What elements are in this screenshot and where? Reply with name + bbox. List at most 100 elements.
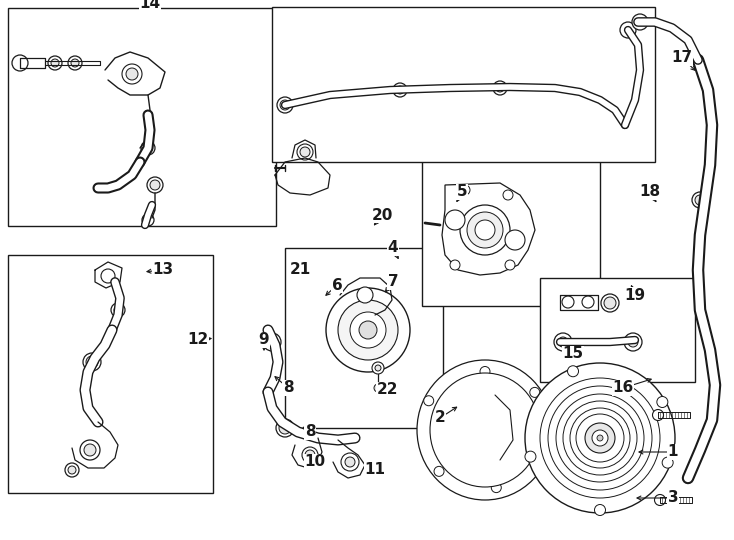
- Text: 21: 21: [289, 262, 310, 278]
- Bar: [8, 8, 276, 226]
- Ellipse shape: [548, 386, 652, 490]
- Bar: [8, 255, 213, 493]
- Circle shape: [345, 457, 355, 467]
- Ellipse shape: [585, 423, 615, 453]
- Circle shape: [280, 100, 290, 110]
- Circle shape: [662, 457, 673, 468]
- Circle shape: [530, 387, 539, 397]
- Circle shape: [86, 356, 98, 368]
- Text: 4: 4: [388, 240, 399, 255]
- Circle shape: [628, 337, 638, 347]
- Circle shape: [655, 495, 666, 505]
- Circle shape: [276, 419, 294, 437]
- Circle shape: [71, 59, 79, 67]
- Text: 10: 10: [305, 455, 326, 469]
- Circle shape: [562, 296, 574, 308]
- Circle shape: [263, 333, 281, 351]
- Ellipse shape: [540, 378, 660, 498]
- Circle shape: [150, 180, 160, 190]
- Ellipse shape: [576, 414, 624, 462]
- Circle shape: [695, 195, 705, 205]
- Circle shape: [475, 220, 495, 240]
- Text: 18: 18: [639, 185, 661, 199]
- Circle shape: [80, 440, 100, 460]
- Circle shape: [142, 214, 154, 226]
- Ellipse shape: [417, 360, 553, 500]
- Circle shape: [51, 59, 59, 67]
- Ellipse shape: [350, 312, 386, 348]
- Circle shape: [604, 297, 616, 309]
- Circle shape: [84, 444, 96, 456]
- Circle shape: [558, 337, 568, 347]
- Circle shape: [111, 303, 125, 317]
- Circle shape: [68, 56, 82, 70]
- Text: 6: 6: [332, 278, 342, 293]
- Text: 15: 15: [562, 347, 584, 361]
- Circle shape: [597, 435, 603, 441]
- Circle shape: [396, 86, 404, 94]
- Circle shape: [141, 141, 155, 155]
- Circle shape: [467, 212, 503, 248]
- Circle shape: [632, 14, 648, 30]
- Text: 22: 22: [377, 382, 399, 397]
- Circle shape: [302, 447, 318, 463]
- Circle shape: [582, 296, 594, 308]
- Circle shape: [496, 84, 504, 92]
- Circle shape: [341, 453, 359, 471]
- Circle shape: [653, 409, 664, 421]
- Circle shape: [460, 185, 470, 195]
- Circle shape: [375, 365, 381, 371]
- Circle shape: [68, 466, 76, 474]
- Circle shape: [567, 366, 578, 377]
- Circle shape: [12, 55, 28, 71]
- Circle shape: [480, 367, 490, 376]
- Text: 13: 13: [153, 262, 173, 278]
- Circle shape: [424, 396, 434, 406]
- Ellipse shape: [338, 300, 398, 360]
- Text: 9: 9: [258, 333, 269, 348]
- Circle shape: [305, 450, 315, 460]
- Ellipse shape: [570, 408, 630, 468]
- Ellipse shape: [430, 373, 540, 487]
- Text: 1: 1: [668, 444, 678, 460]
- Circle shape: [297, 144, 313, 160]
- Bar: [540, 278, 695, 382]
- Text: 8: 8: [305, 424, 316, 440]
- Circle shape: [595, 504, 606, 516]
- Circle shape: [122, 64, 142, 84]
- Circle shape: [537, 454, 546, 464]
- Text: 20: 20: [371, 207, 393, 222]
- Circle shape: [692, 192, 708, 208]
- Circle shape: [114, 306, 122, 314]
- Text: 19: 19: [625, 287, 646, 302]
- Circle shape: [503, 190, 513, 200]
- Polygon shape: [442, 183, 535, 275]
- Ellipse shape: [359, 321, 377, 339]
- Ellipse shape: [556, 394, 644, 482]
- Circle shape: [279, 422, 291, 434]
- Circle shape: [144, 144, 152, 152]
- Circle shape: [624, 333, 642, 351]
- Circle shape: [491, 483, 501, 492]
- Circle shape: [147, 177, 163, 193]
- Text: 16: 16: [612, 381, 633, 395]
- Ellipse shape: [525, 363, 675, 513]
- Text: 11: 11: [365, 462, 385, 477]
- Circle shape: [83, 353, 101, 371]
- Bar: [272, 7, 655, 162]
- Circle shape: [493, 81, 507, 95]
- Circle shape: [393, 83, 407, 97]
- Circle shape: [601, 294, 619, 312]
- Circle shape: [372, 362, 384, 374]
- Circle shape: [48, 56, 62, 70]
- Circle shape: [300, 147, 310, 157]
- Circle shape: [374, 384, 382, 392]
- Text: 8: 8: [283, 381, 294, 395]
- Text: 5: 5: [457, 185, 468, 199]
- Bar: [285, 248, 443, 428]
- Ellipse shape: [592, 430, 608, 446]
- Circle shape: [450, 260, 460, 270]
- Circle shape: [505, 230, 525, 250]
- Circle shape: [101, 269, 115, 283]
- Ellipse shape: [326, 288, 410, 372]
